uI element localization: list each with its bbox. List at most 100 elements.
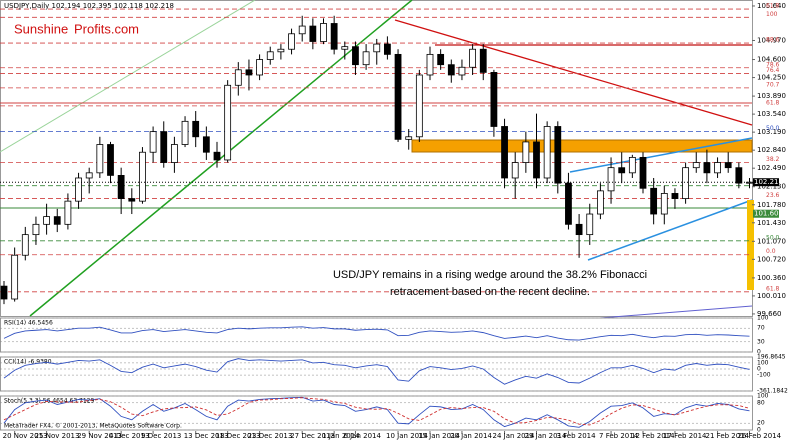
y-tick-label: 80 [757,399,765,406]
candle-body [85,172,93,179]
candle-body [692,162,700,169]
price-label: 102.218 [754,178,783,186]
candle-body [597,190,604,215]
fib-label: 50.0 [766,234,780,241]
candle-body [11,254,19,300]
candle-body [224,84,232,161]
fib-label: 70.7 [766,81,780,88]
wedge-line [569,137,753,173]
candle-body [320,23,327,42]
candle-body [554,126,562,184]
fib-label: 38.2 [766,156,780,163]
y-tick-label: 196.8645 [757,354,786,361]
fib-label: 61.8 [766,3,780,10]
x-tick-label: 24 Jan 2014 [493,432,536,440]
fib-label: 61.8 [766,99,780,106]
x-tick-label: 7 Feb 2014 [599,432,639,440]
candle-body [309,25,317,42]
candle-body [533,141,540,179]
y-tick-label: 102.840 [757,146,786,154]
resistance-zone [411,139,753,153]
y-tick-label: 20 [757,420,765,427]
y-tick-label: 100.010 [757,292,786,300]
indicator-panel [0,356,753,392]
x-tick-label: 12 Feb 2014 [631,432,675,440]
candle-body [511,162,519,179]
x-tick-label: 25 Nov 2013 [35,432,80,440]
candle-body [415,74,423,138]
candle-body [447,64,455,76]
candle-body [522,141,530,163]
candle-body [628,156,636,174]
candle-body [117,175,125,199]
candle-body [714,162,721,174]
candle-body [234,69,242,86]
trend-line [599,305,753,319]
candle-body [352,46,359,66]
candle-body [341,46,349,50]
candle-body [575,223,583,236]
y-tick-label: 102.490 [757,164,786,172]
candle-body [298,25,306,35]
x-tick-label: 21 Feb 2014 [706,432,750,440]
fib-label: 23.6 [766,192,780,199]
candle-body [746,181,753,184]
candle-body [139,151,146,202]
candle-body [266,51,274,60]
indicator-panel [0,317,753,353]
logo: Profits.com [74,21,139,36]
y-tick-label: -361.1842 [757,388,788,395]
fib-label: 50.0 [766,125,780,132]
fib-label: 100 [766,11,778,18]
x-tick-label: 18 Dec 2013 [216,432,261,440]
candle-body [213,151,221,161]
candle-body [202,136,210,153]
candle-body [149,131,157,153]
candle-body [682,167,689,199]
candle-body [288,33,295,50]
y-tick-label: 104.970 [757,36,786,44]
candle-body [383,43,391,55]
x-tick-label: 15 Jan 2014 [418,432,461,440]
x-tick-label: 29 Nov 2013 [77,432,122,440]
y-tick-label: 100 [757,315,769,322]
x-tick-label: 9 Dec 2013 [141,432,181,440]
fib-label: 76.4 [766,67,780,74]
x-tick-label: 27 Dec 2013 [290,432,335,440]
fib-label: 0.0 [766,248,776,255]
y-tick-label: 70 [757,325,765,332]
candle-body [671,193,679,199]
channel-line [0,0,256,153]
candle-body [128,198,136,202]
candle-body [639,156,647,189]
fib-label: 78.6 [766,61,780,68]
x-tick-label: 29 Jan 2014 [525,432,568,440]
y-tick-label: 101.780 [757,201,786,209]
x-tick-label: 26 Feb 2014 [738,432,782,440]
candle-body [256,59,264,76]
trend-line [394,19,753,126]
x-tick-label: 4 Dec 2013 [109,432,149,440]
annotation: retracement based on the recent decline. [390,286,590,298]
y-tick-label: 101.070 [757,237,786,245]
y-tick-label: 100.720 [757,255,786,263]
y-tick-label: 104.250 [757,74,786,82]
candle-body [543,126,551,179]
panel-title: RSI(14) 46.5456 [4,320,53,327]
x-tick-label: 3 Feb 2014 [556,432,596,440]
indicator-line [3,326,750,341]
candle-body [501,126,508,179]
candle-body [75,177,82,202]
y-tick-label: 105.640 [757,2,786,10]
candle-body [373,43,381,53]
y-tick-label: 100 [757,393,769,400]
x-tick-label: 23 Dec 2013 [248,432,293,440]
x-tick-label: 6 Jan 2014 [343,432,381,440]
candle-body [0,285,8,300]
candle-body [405,136,413,140]
candle-body [43,216,50,225]
y-tick-label: 100.360 [757,274,786,282]
indicator-line [3,397,750,426]
candle-body [458,66,466,76]
